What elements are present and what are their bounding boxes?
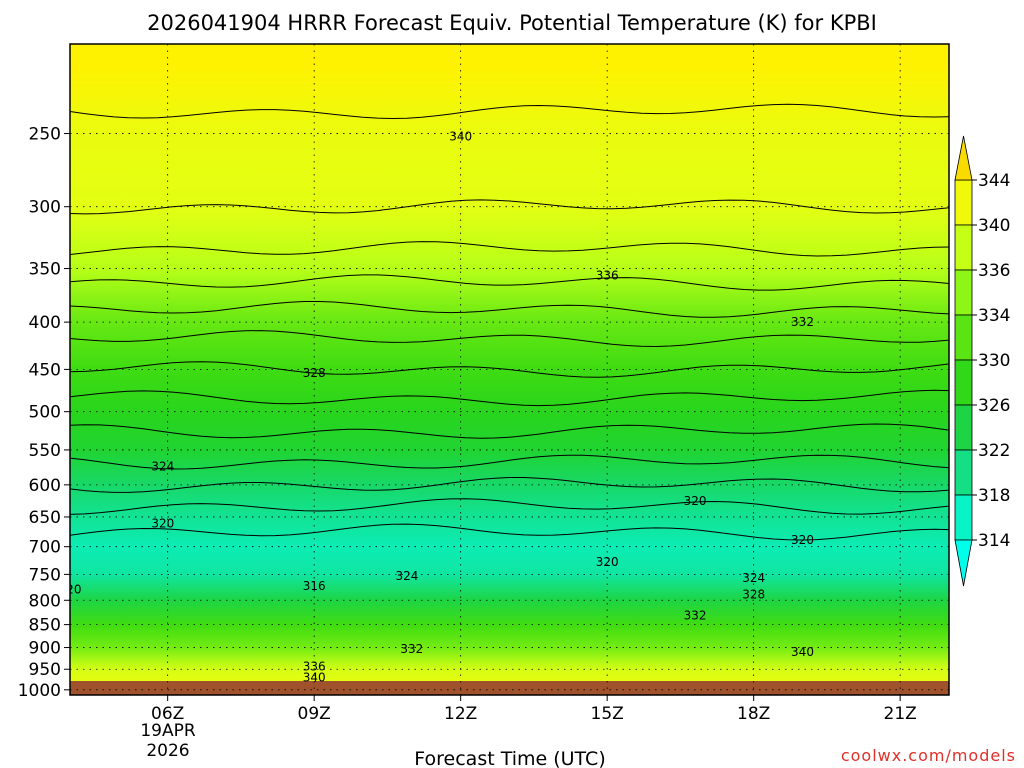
x-tick-label: 18Z xyxy=(737,704,770,724)
contour-label: 320 xyxy=(59,583,82,597)
y-tick-label: 400 xyxy=(29,313,61,333)
colorbar-label: 336 xyxy=(978,261,1010,281)
x-tick-label: 15Z xyxy=(591,704,624,724)
y-tick-label: 700 xyxy=(29,538,61,558)
contour-line xyxy=(70,423,949,439)
colorbar-bottom-arrow xyxy=(954,539,973,587)
contour-line xyxy=(70,241,949,257)
x-tick-label: 12Z xyxy=(444,704,477,724)
contour-label: 320 xyxy=(596,555,619,569)
contour-label: 332 xyxy=(684,609,707,623)
x-axis: 06Z 09Z 12Z 15Z 18Z 21Z xyxy=(151,695,917,724)
colorbar-label: 330 xyxy=(978,351,1010,371)
colorbar-segment xyxy=(954,449,973,496)
contour-lines xyxy=(70,103,949,541)
colorbar-label: 314 xyxy=(978,531,1010,551)
contour-label: 328 xyxy=(742,588,765,602)
y-tick-label: 650 xyxy=(29,508,61,528)
x-axis-label: Forecast Time (UTC) xyxy=(414,748,605,768)
contour-line xyxy=(70,454,949,470)
contour-label: 328 xyxy=(303,366,326,380)
contour-line xyxy=(70,199,949,215)
credit-text: coolwx.com/models xyxy=(841,746,1016,765)
y-tick-label: 1000 xyxy=(18,681,61,701)
surface-terrain-band xyxy=(70,681,949,695)
contour-label: 316 xyxy=(303,579,326,593)
contour-line xyxy=(70,361,949,378)
contour-label: 320 xyxy=(791,533,814,547)
contour-line xyxy=(70,301,949,318)
contour-label: 324 xyxy=(395,569,418,583)
y-tick-label: 450 xyxy=(29,360,61,380)
y-tick-label: 250 xyxy=(29,125,61,145)
contour-line xyxy=(70,389,949,407)
colorbar-top-arrow xyxy=(954,135,973,181)
contour-label: 332 xyxy=(791,315,814,329)
contour-label: 320 xyxy=(684,494,707,508)
y-tick-label: 300 xyxy=(29,198,61,218)
colorbar-segment xyxy=(954,179,973,226)
y-tick-label: 850 xyxy=(29,616,61,636)
chart-title: 2026041904 HRRR Forecast Equiv. Potentia… xyxy=(147,11,877,35)
y-tick-label: 750 xyxy=(29,565,61,585)
y-tick-label: 900 xyxy=(29,639,61,659)
y-tick-label: 500 xyxy=(29,403,61,423)
colorbar-label: 344 xyxy=(978,171,1010,191)
colorbar-label: 334 xyxy=(978,306,1010,326)
contour-label: 340 xyxy=(303,671,326,685)
contour-label: 324 xyxy=(742,571,765,585)
y-tick-label: 800 xyxy=(29,591,61,611)
contour-label: 340 xyxy=(449,130,472,144)
contour-line xyxy=(70,477,949,493)
colorbar-segment xyxy=(954,404,973,451)
colorbar-label: 326 xyxy=(978,396,1010,416)
y-tick-label: 600 xyxy=(29,476,61,496)
colorbar-segment xyxy=(954,359,973,406)
colorbar: 344 340 336 334 330 326 322 318 314 xyxy=(954,135,1010,587)
x-tick-label: 06Z xyxy=(151,704,184,724)
x-date-label-day: 19APR xyxy=(140,721,196,741)
y-axis: 250 300 350 400 450 500 550 600 650 700 750 800 850 9… xyxy=(18,125,70,701)
contour-line xyxy=(70,103,949,120)
contour-label: 340 xyxy=(791,645,814,659)
y-tick-label: 550 xyxy=(29,441,61,461)
contour-label: 336 xyxy=(303,660,326,674)
colorbar-segment xyxy=(954,224,973,271)
colorbar-segment xyxy=(954,314,973,361)
x-tick-label: 09Z xyxy=(298,704,331,724)
colorbar-label: 322 xyxy=(978,441,1010,461)
y-tick-label: 950 xyxy=(29,660,61,680)
contour-label: 332 xyxy=(400,642,423,656)
colorbar-segment xyxy=(954,269,973,316)
contour-label: 324 xyxy=(151,459,174,473)
contour-label: 336 xyxy=(596,268,619,282)
colorbar-segment xyxy=(954,494,973,541)
x-date-label-year: 2026 xyxy=(146,741,189,761)
contour-line xyxy=(70,274,949,291)
y-tick-label: 350 xyxy=(29,260,61,280)
colorbar-label: 340 xyxy=(978,216,1010,236)
contour-line xyxy=(70,523,949,541)
contour-label: 320 xyxy=(151,517,174,531)
contour-line xyxy=(70,330,949,348)
grid-lines xyxy=(70,44,949,695)
contour-line xyxy=(70,498,949,515)
colorbar-label: 318 xyxy=(978,486,1010,506)
x-tick-label: 21Z xyxy=(884,704,917,724)
